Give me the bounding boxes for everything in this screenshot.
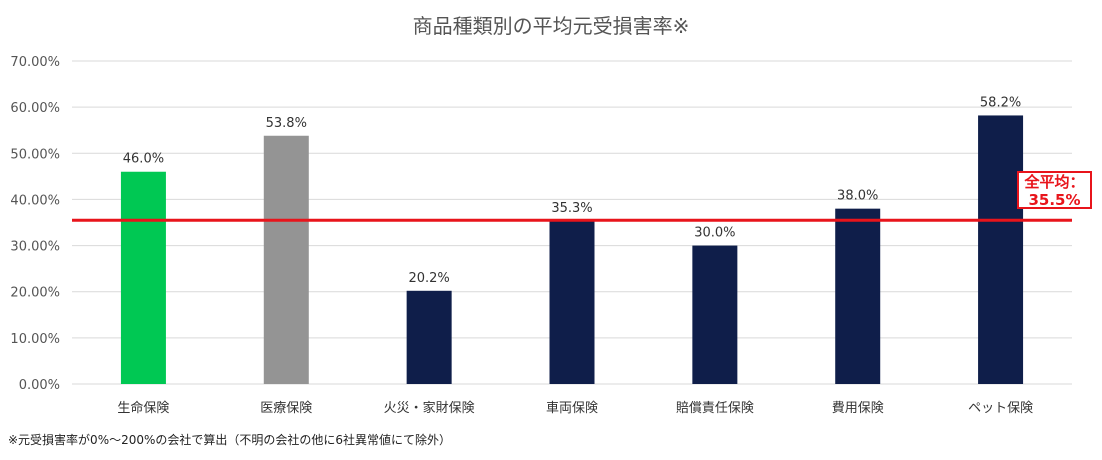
y-tick-label: 50.00%	[10, 147, 60, 162]
data-label: 30.0%	[694, 226, 735, 241]
y-tick-label: 60.00%	[10, 101, 60, 116]
average-label-line1: 全平均：	[1024, 173, 1085, 191]
category-label: ペット保険	[968, 401, 1033, 416]
data-label: 53.8%	[266, 116, 307, 131]
category-label: 車両保険	[546, 401, 598, 416]
bar	[549, 221, 595, 384]
chart-title: 商品種類別の平均元受損害率※	[412, 14, 690, 38]
bar	[120, 171, 166, 384]
category-label: 火災・家財保険	[384, 400, 475, 416]
data-label: 46.0%	[123, 152, 164, 167]
bar	[835, 208, 881, 384]
category-label: 費用保険	[832, 401, 884, 416]
bar	[692, 245, 738, 384]
y-tick-label: 70.00%	[10, 55, 60, 70]
average-label: 全平均： 35.5%	[1017, 171, 1092, 209]
category-label: 賠償責任保険	[676, 401, 754, 416]
data-label: 38.0%	[837, 189, 878, 204]
category-label: 医療保険	[260, 401, 312, 416]
data-label: 20.2%	[408, 271, 449, 286]
footnote: ※元受損害率が0%～200%の会社で算出（不明の会社の他に6社異常値にて除外）	[8, 433, 452, 447]
data-label: 35.3%	[551, 201, 592, 216]
bar	[263, 135, 309, 384]
y-tick-label: 30.00%	[10, 240, 60, 255]
y-tick-label: 40.00%	[10, 193, 60, 208]
y-tick-label: 20.00%	[10, 286, 60, 301]
category-label: 生命保険	[117, 400, 169, 416]
bar	[406, 290, 452, 384]
bar	[978, 115, 1024, 384]
average-label-line2: 35.5%	[1028, 191, 1081, 209]
data-label: 58.2%	[980, 95, 1021, 110]
y-tick-label: 10.00%	[10, 332, 60, 347]
y-tick-label: 0.00%	[19, 378, 60, 393]
